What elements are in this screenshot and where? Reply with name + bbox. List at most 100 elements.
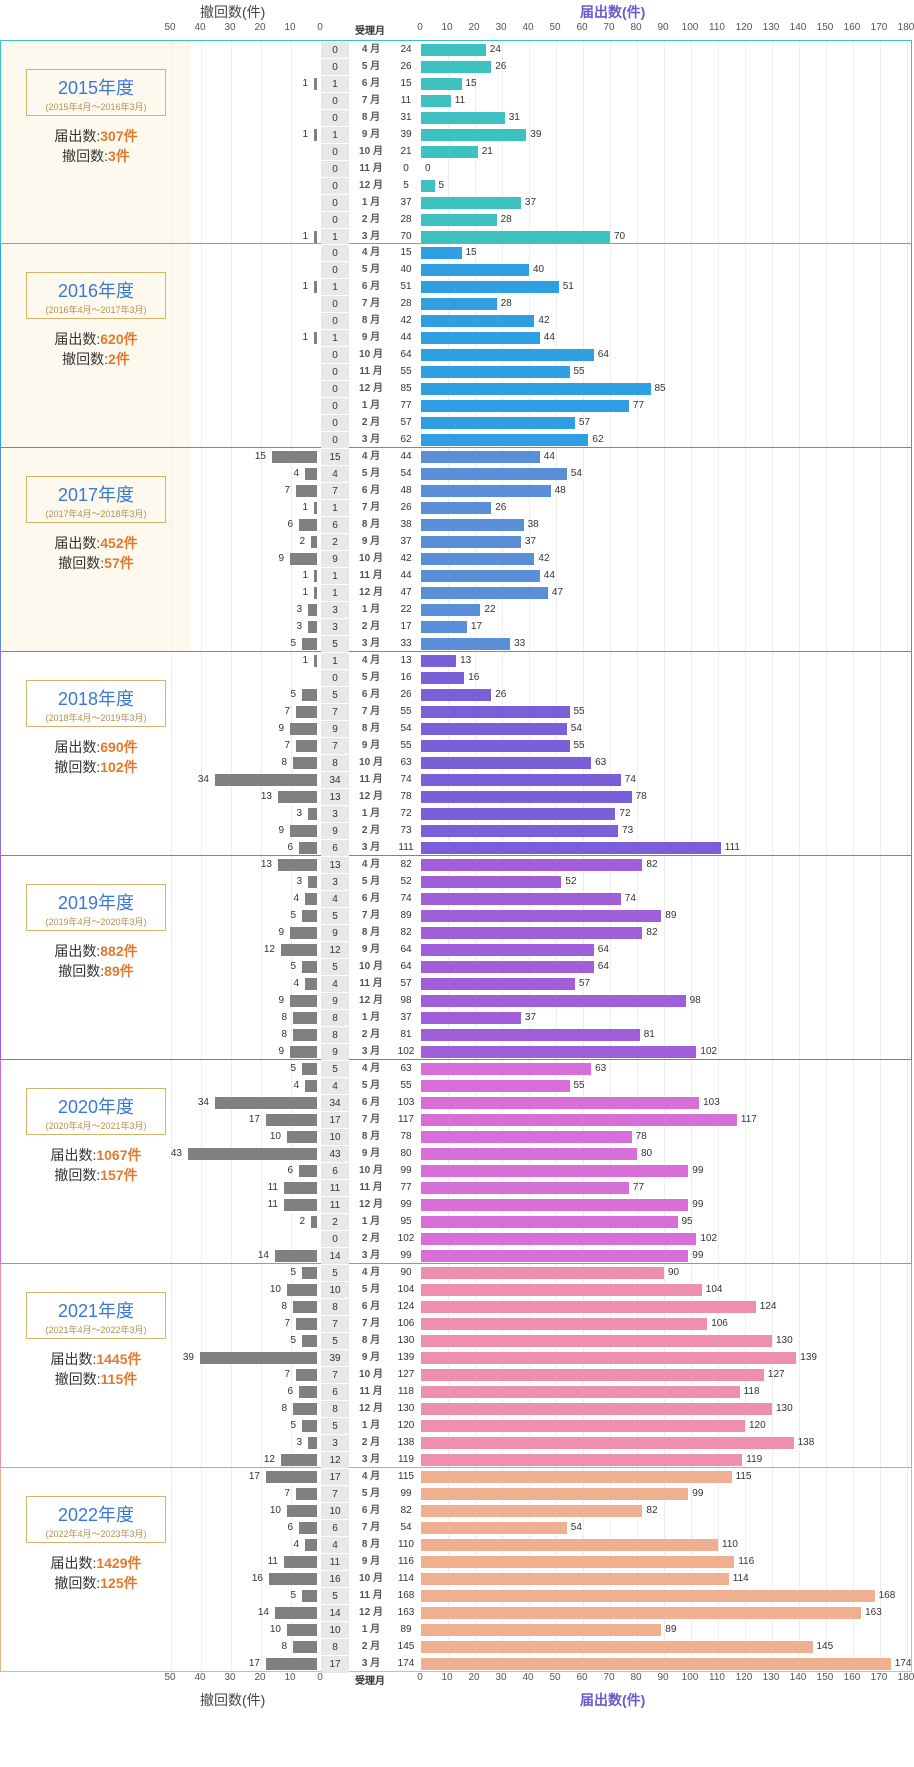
month-label: 11 月	[349, 1383, 393, 1400]
month-label: 9 月	[349, 1145, 393, 1162]
submit-value-outer: 11	[451, 92, 465, 109]
submit-value-cell: 52	[393, 873, 419, 890]
month-label: 1 月	[349, 397, 393, 414]
submit-value-cell: 102	[393, 1230, 419, 1247]
year-title: 2016年度	[29, 277, 163, 303]
month-label: 10 月	[349, 550, 393, 567]
submit-value-outer: 74	[621, 890, 636, 907]
withdraw-value-outer: 39	[183, 1349, 196, 1366]
year-block: 2019年度(2019年4月〜2020年3月)届出数:882件撤回数:89件13…	[0, 856, 912, 1060]
submit-value-outer: 63	[591, 754, 606, 771]
submit-bar	[421, 434, 588, 446]
withdraw-bar	[305, 468, 317, 480]
submit-bar	[421, 417, 575, 429]
withdraw-value-outer: 9	[278, 1043, 286, 1060]
submit-value-cell: 40	[393, 261, 419, 278]
month-label: 7 月	[349, 1519, 393, 1536]
withdraw-bar	[314, 587, 317, 599]
withdraw-bar	[308, 876, 317, 888]
submit-value-outer: 16	[464, 669, 479, 686]
withdraw-value-outer: 14	[258, 1247, 271, 1264]
submit-value-cell: 26	[393, 499, 419, 516]
submit-value-outer: 52	[561, 873, 576, 890]
withdraw-value-outer: 10	[270, 1281, 283, 1298]
submit-value-outer: 82	[642, 1502, 657, 1519]
submit-bar	[421, 893, 621, 905]
month-label: 7 月	[349, 295, 393, 312]
submit-value-cell: 110	[393, 1536, 419, 1553]
withdraw-value-outer: 1	[302, 278, 310, 295]
year-title-frame: 2022年度(2022年4月〜2023年3月)	[26, 1496, 166, 1543]
year-title-frame: 2020年度(2020年4月〜2021年3月)	[26, 1088, 166, 1135]
month-row: 01 月3737	[1, 194, 911, 211]
year-withdraw-total: 撤回数:2件	[26, 349, 166, 369]
submit-value-outer: 55	[570, 1077, 585, 1094]
submit-value-cell: 73	[393, 822, 419, 839]
submit-value-outer: 26	[491, 686, 506, 703]
month-label: 4 月	[349, 652, 393, 669]
submit-value-cell: 115	[393, 1468, 419, 1485]
month-row: 554 月6363	[1, 1060, 911, 1077]
month-label: 9 月	[349, 941, 393, 958]
submit-bar	[421, 1641, 813, 1653]
submit-value-cell: 21	[393, 143, 419, 160]
submit-value-outer: 78	[632, 788, 647, 805]
month-label: 4 月	[349, 41, 393, 58]
right-axis-tick: 160	[844, 22, 861, 33]
submit-value-cell: 54	[393, 465, 419, 482]
withdraw-value-outer: 10	[270, 1621, 283, 1638]
submit-value-cell: 44	[393, 567, 419, 584]
submit-value-outer: 21	[478, 143, 493, 160]
submit-bar	[421, 247, 462, 259]
submit-value-outer: 15	[462, 75, 477, 92]
submit-bar	[421, 1165, 688, 1177]
month-label: 7 月	[349, 92, 393, 109]
month-label: 11 月	[349, 1179, 393, 1196]
month-row: 331 月2222	[1, 601, 911, 618]
month-label: 11 月	[349, 771, 393, 788]
submit-bar	[421, 638, 510, 650]
year-submit-total: 届出数:882件	[26, 941, 166, 961]
submit-bar	[421, 1624, 661, 1636]
withdraw-bar	[314, 570, 317, 582]
submit-value-cell: 119	[393, 1451, 419, 1468]
submit-bar	[421, 1063, 591, 1075]
left-axis-title-top: 撤回数(件)	[200, 2, 265, 22]
withdraw-bar	[296, 740, 317, 752]
withdraw-value-outer: 10	[270, 1502, 283, 1519]
withdraw-value-outer: 7	[284, 737, 292, 754]
submit-value-outer: 64	[594, 346, 609, 363]
month-row: 02 月102102	[1, 1230, 911, 1247]
month-label: 7 月	[349, 1315, 393, 1332]
submit-bar	[421, 315, 534, 327]
year-totals: 届出数:882件撤回数:89件	[26, 941, 166, 981]
submit-value-outer: 51	[559, 278, 574, 295]
month-row: 012 月55	[1, 177, 911, 194]
submit-value-outer: 104	[702, 1281, 723, 1298]
axis-ticks-top: 5040302010001020304050607080901001101201…	[0, 22, 914, 40]
year-submit-total: 届出数:307件	[26, 126, 166, 146]
year-block: 2017年度(2017年4月〜2018年3月)届出数:452件撤回数:57件15…	[0, 448, 912, 652]
submit-bar	[421, 1301, 756, 1313]
submit-value-cell: 130	[393, 1332, 419, 1349]
month-row: 141412 月163163	[1, 1604, 911, 1621]
withdraw-bar	[266, 1658, 317, 1670]
month-row: 881 月3737	[1, 1009, 911, 1026]
submit-bar	[421, 180, 435, 192]
withdraw-bar	[275, 1250, 317, 1262]
submit-value-cell: 95	[393, 1213, 419, 1230]
submit-bar	[421, 978, 575, 990]
withdraw-value-outer: 8	[281, 1009, 289, 1026]
month-label: 9 月	[349, 1553, 393, 1570]
axis-ticks-bottom: 5040302010001020304050607080901001101201…	[0, 1672, 914, 1690]
month-label: 1 月	[349, 194, 393, 211]
withdraw-bar	[299, 842, 317, 854]
submit-value-outer: 119	[742, 1451, 762, 1468]
submit-bar	[421, 129, 526, 141]
month-row: 993 月102102	[1, 1043, 911, 1060]
month-row: 992 月7373	[1, 822, 911, 839]
withdraw-value-outer: 5	[290, 635, 298, 652]
year-block: 2022年度(2022年4月〜2023年3月)届出数:1429件撤回数:125件…	[0, 1468, 912, 1672]
year-range: (2016年4月〜2017年3月)	[29, 303, 163, 316]
year-withdraw-total: 撤回数:115件	[26, 1369, 166, 1389]
